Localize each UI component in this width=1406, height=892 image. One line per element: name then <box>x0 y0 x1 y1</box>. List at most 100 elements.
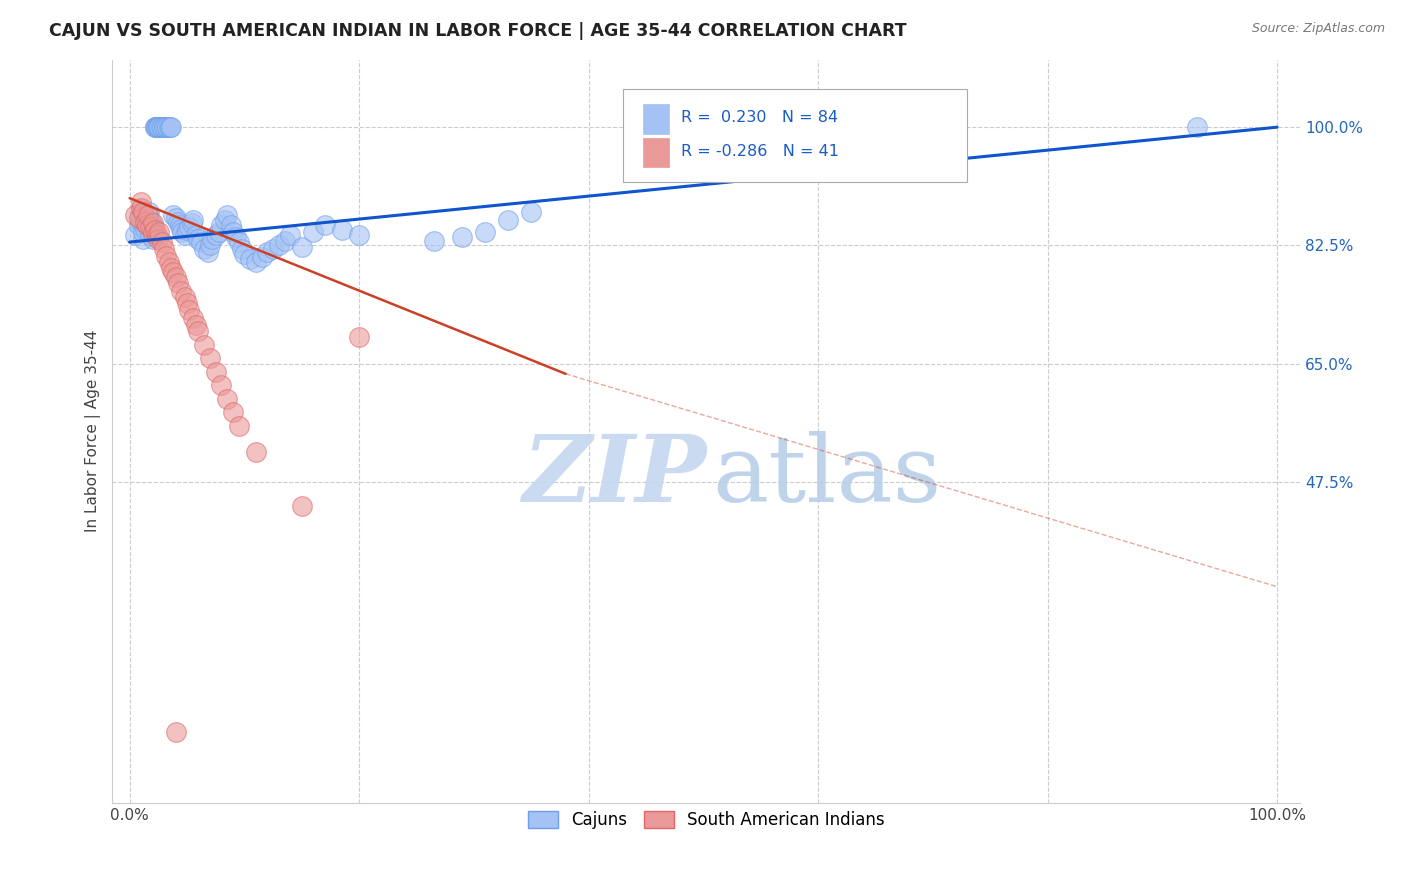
Point <box>250 250 273 264</box>
Point <box>142 232 165 246</box>
Point <box>217 208 239 222</box>
Point <box>143 223 166 237</box>
Point <box>302 225 325 239</box>
Point <box>233 247 256 261</box>
Point <box>124 228 146 243</box>
Point <box>256 245 278 260</box>
Point <box>141 215 163 229</box>
Point <box>165 211 187 226</box>
Point <box>278 228 301 243</box>
Text: ZIP: ZIP <box>522 431 706 521</box>
Point <box>204 365 226 379</box>
Point <box>222 225 245 239</box>
Point <box>150 120 173 135</box>
Text: Source: ZipAtlas.com: Source: ZipAtlas.com <box>1251 22 1385 36</box>
Point <box>179 302 201 317</box>
Point <box>129 201 152 215</box>
Point <box>330 223 353 237</box>
Text: atlas: atlas <box>713 431 942 521</box>
Point <box>132 204 155 219</box>
Point <box>136 208 159 222</box>
Point <box>139 220 162 235</box>
Point <box>135 211 157 226</box>
Point <box>136 208 159 222</box>
Point <box>162 208 184 222</box>
Point <box>157 120 180 135</box>
Point <box>451 229 474 244</box>
Point <box>186 228 208 243</box>
Point <box>143 120 166 135</box>
Point <box>166 276 188 290</box>
Point <box>165 270 187 285</box>
Point <box>150 235 173 249</box>
Point <box>170 221 193 235</box>
Point <box>145 120 167 135</box>
Point <box>129 208 152 222</box>
FancyBboxPatch shape <box>623 89 967 182</box>
Point <box>135 213 157 227</box>
Point <box>173 228 195 243</box>
Point <box>124 208 146 222</box>
Point <box>134 215 156 229</box>
Point <box>176 296 198 310</box>
Point <box>153 120 176 135</box>
Point <box>155 249 177 263</box>
Point <box>173 290 195 304</box>
Point <box>160 260 183 275</box>
Point <box>138 204 160 219</box>
Point <box>139 228 162 243</box>
Point <box>135 218 157 232</box>
Y-axis label: In Labor Force | Age 35-44: In Labor Force | Age 35-44 <box>86 330 101 533</box>
Point <box>245 255 267 269</box>
Point <box>245 444 267 458</box>
Point <box>179 220 201 235</box>
Point <box>262 242 284 256</box>
Point <box>176 223 198 237</box>
Point <box>162 265 184 279</box>
Point <box>231 242 253 256</box>
Point <box>166 215 188 229</box>
Point <box>228 418 250 433</box>
Point <box>267 238 290 252</box>
Point <box>157 255 180 269</box>
Point <box>134 216 156 230</box>
Point <box>148 225 170 239</box>
Text: R =  0.230   N = 84: R = 0.230 N = 84 <box>682 110 838 125</box>
Point <box>155 120 177 135</box>
Point <box>474 225 496 239</box>
Point <box>190 235 212 249</box>
Point <box>347 228 370 243</box>
Point <box>1185 120 1208 135</box>
Point <box>193 338 215 352</box>
Point <box>219 218 242 232</box>
Point <box>148 120 170 135</box>
Point <box>201 232 224 246</box>
Point <box>148 120 170 135</box>
Point <box>273 234 295 248</box>
Point <box>347 329 370 343</box>
Point <box>149 120 172 135</box>
Bar <box>644 104 669 134</box>
Point <box>146 120 169 135</box>
Point <box>132 225 155 239</box>
Point <box>128 211 150 226</box>
Point <box>209 218 232 232</box>
Point <box>134 221 156 235</box>
Point <box>169 218 191 232</box>
Point <box>187 232 209 246</box>
Bar <box>644 137 669 168</box>
Point <box>314 218 336 232</box>
Point <box>208 225 231 239</box>
Point <box>186 318 208 332</box>
Text: CAJUN VS SOUTH AMERICAN INDIAN IN LABOR FORCE | AGE 35-44 CORRELATION CHART: CAJUN VS SOUTH AMERICAN INDIAN IN LABOR … <box>49 22 907 40</box>
Point <box>139 218 162 232</box>
Point <box>181 213 204 227</box>
Point <box>132 232 155 246</box>
Point <box>520 204 543 219</box>
Point <box>159 120 181 135</box>
Point <box>228 235 250 249</box>
Point <box>142 219 165 234</box>
Point <box>129 194 152 209</box>
Legend: Cajuns, South American Indians: Cajuns, South American Indians <box>522 804 891 836</box>
Point <box>209 378 232 392</box>
